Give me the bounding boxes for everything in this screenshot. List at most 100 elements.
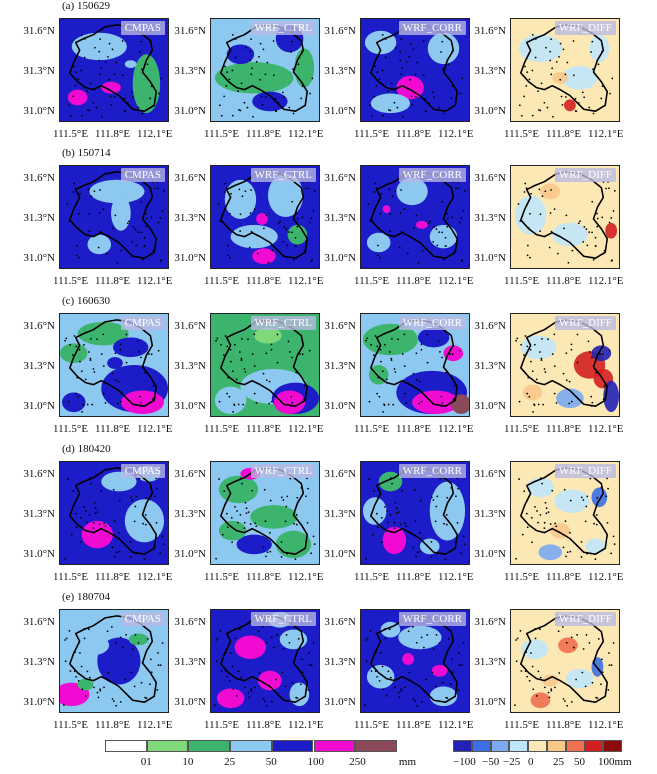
station-dot <box>379 79 381 81</box>
station-dot <box>226 345 228 347</box>
station-dot <box>400 212 402 214</box>
station-dot <box>526 393 528 395</box>
station-dot <box>278 222 280 224</box>
station-dot <box>591 41 593 43</box>
station-dot <box>386 510 388 512</box>
station-dot <box>145 497 147 499</box>
station-dot <box>301 658 303 660</box>
station-dot <box>292 68 294 70</box>
station-dot <box>97 692 99 694</box>
station-dot <box>457 522 459 524</box>
station-dot <box>302 353 304 355</box>
station-dot <box>535 38 537 40</box>
station-dot <box>548 692 550 694</box>
x-tick-label: 111.5°E <box>354 571 389 583</box>
station-dot <box>100 231 102 233</box>
station-dot <box>536 510 538 512</box>
station-dot <box>608 187 610 189</box>
station-dot <box>529 257 531 259</box>
diff-colorbar-swatch <box>453 740 472 752</box>
station-dot <box>558 56 560 58</box>
field-blob <box>62 392 86 412</box>
station-dot <box>295 558 297 560</box>
station-dot <box>368 203 370 205</box>
station-dot <box>440 51 442 53</box>
station-dot <box>68 104 70 106</box>
station-dot <box>245 502 247 504</box>
station-dot <box>275 679 277 681</box>
station-dot <box>519 401 521 403</box>
station-dot <box>380 652 382 654</box>
station-dot <box>447 218 449 220</box>
station-dot <box>550 189 552 191</box>
station-dot <box>399 51 401 53</box>
field-blob <box>531 692 551 708</box>
station-dot <box>112 698 114 700</box>
station-dot <box>570 500 572 502</box>
field-blob <box>592 488 608 508</box>
station-dot <box>117 262 119 264</box>
station-dot <box>542 195 544 197</box>
x-tick-label: 112.1°E <box>588 719 623 731</box>
station-dot <box>569 381 571 383</box>
station-dot <box>304 385 306 387</box>
station-dot <box>464 543 466 545</box>
station-dot <box>413 698 415 700</box>
station-dot <box>267 551 269 553</box>
field-blob <box>605 223 617 239</box>
x-tick-label: 112.1°E <box>438 571 473 583</box>
station-dot <box>522 534 524 536</box>
station-dot <box>441 232 443 234</box>
station-dot <box>605 495 607 497</box>
station-dot <box>571 401 573 403</box>
station-dot <box>589 351 591 353</box>
station-dot <box>544 522 546 524</box>
station-dot <box>529 79 531 81</box>
station-dot <box>142 259 144 261</box>
x-tick-label: 111.8°E <box>546 275 581 287</box>
station-dot <box>130 541 132 543</box>
station-dot <box>410 43 412 45</box>
station-dot <box>450 98 452 100</box>
station-dot <box>271 250 273 252</box>
station-dot <box>433 96 435 98</box>
station-dot <box>300 683 302 685</box>
station-dot <box>104 525 106 527</box>
precip-colorbar-swatch <box>272 740 314 752</box>
station-dot <box>232 666 234 668</box>
station-dot <box>103 208 105 210</box>
station-dot <box>238 188 240 190</box>
y-tick-label: 31.3°N <box>154 656 206 668</box>
y-tick-label: 31.3°N <box>3 508 55 520</box>
station-dot <box>247 338 249 340</box>
station-dot <box>389 351 391 353</box>
station-dot <box>99 690 101 692</box>
field-blob <box>538 544 562 560</box>
station-dot <box>526 513 528 515</box>
station-dot <box>150 658 152 660</box>
diff-colorbar-label: −50 <box>482 756 499 768</box>
station-dot <box>523 354 525 356</box>
station-dot <box>379 257 381 259</box>
station-dot <box>450 683 452 685</box>
station-dot <box>112 373 114 375</box>
precip-colorbar-unit: mm <box>399 756 416 768</box>
station-dot <box>215 340 217 342</box>
station-dot <box>154 188 156 190</box>
station-dot <box>419 532 421 534</box>
x-tick-label: 111.8°E <box>246 275 281 287</box>
station-dot <box>260 43 262 45</box>
station-dot <box>265 520 267 522</box>
station-dot <box>83 628 85 630</box>
station-dot <box>309 93 311 95</box>
station-dot <box>296 226 298 228</box>
station-dot <box>582 91 584 93</box>
station-dot <box>298 638 300 640</box>
x-tick-label: 112.1°E <box>438 719 473 731</box>
station-dot <box>135 244 137 246</box>
map-panel: CMPAS <box>59 18 169 122</box>
station-dot <box>551 490 553 492</box>
station-dot <box>98 51 100 53</box>
station-dot <box>399 60 401 62</box>
station-dot <box>89 213 91 215</box>
